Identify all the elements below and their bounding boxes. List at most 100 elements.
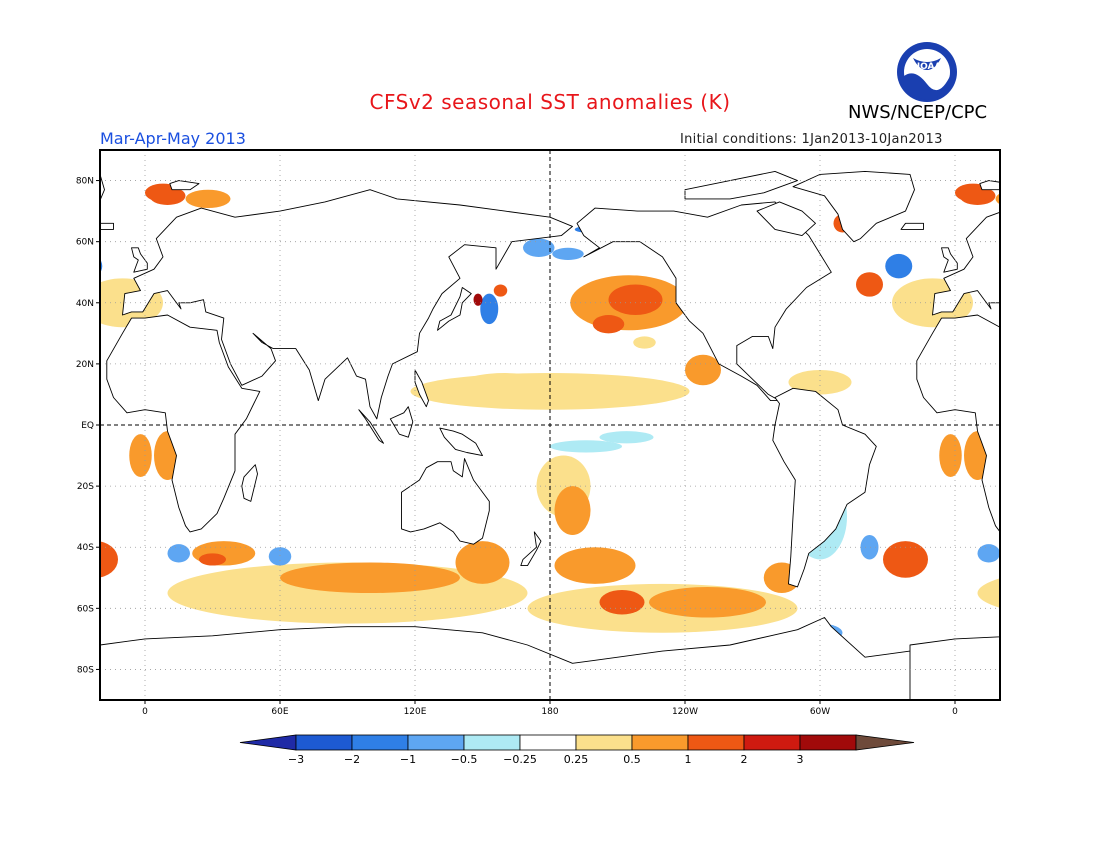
colorbar-label: −1	[400, 753, 416, 766]
colorbar-arrow-low	[239, 734, 297, 751]
landmass-outline	[909, 636, 1000, 700]
colorbar-swatch	[575, 734, 633, 751]
anomaly-region	[154, 431, 181, 480]
landmass-outline	[106, 314, 261, 533]
anomaly-region	[860, 535, 879, 560]
chart-title: CFSv2 seasonal SST anomalies (K)	[369, 90, 731, 114]
landmass-outline	[0, 202, 21, 401]
landmass-outline	[131, 247, 148, 273]
anomaly-region	[554, 486, 591, 535]
landmass-outline	[0, 388, 66, 587]
anomaly-region	[536, 455, 591, 517]
landmass-outline	[100, 173, 105, 202]
longitude-tick-label: 0	[952, 707, 958, 717]
anomaly-region	[268, 547, 292, 566]
longitude-tick-label: 60W	[810, 707, 830, 717]
longitude-tick-label: 120E	[404, 707, 427, 717]
anomaly-region	[145, 183, 181, 202]
longitude-tick-label: 180	[541, 707, 558, 717]
anomaly-region	[410, 373, 690, 410]
anomaly-region	[100, 541, 118, 578]
anomaly-region	[833, 214, 852, 233]
organization-label: NWS/NCEP/CPC	[848, 102, 988, 123]
latitude-tick-label: 60S	[77, 604, 94, 614]
latitude-tick-label: 20S	[77, 482, 94, 492]
latitude-tick-label: 40S	[77, 543, 94, 553]
anomaly-region	[959, 186, 996, 205]
anomaly-region	[473, 293, 483, 306]
landmass-outline	[979, 180, 1000, 191]
anomaly-region	[167, 544, 190, 563]
anomaly-region	[480, 293, 499, 325]
anomaly-region	[599, 431, 654, 444]
anomaly-region	[185, 189, 231, 209]
latitude-tick-label: 20N	[76, 360, 94, 370]
landmass-outline	[439, 427, 483, 457]
colorbar-swatch	[799, 734, 857, 751]
latitude-tick-label: EQ	[81, 421, 94, 431]
landmass-outline	[414, 369, 429, 408]
colorbar-label: 3	[797, 753, 804, 766]
colorbar-swatch	[463, 734, 521, 751]
anomaly-region	[939, 434, 962, 477]
colorbar-swatch	[519, 734, 577, 751]
anomaly-region	[554, 547, 636, 584]
anomaly-region	[464, 373, 546, 392]
anomaly-region	[455, 541, 510, 584]
colorbar-swatch	[295, 734, 353, 751]
anomaly-region	[763, 562, 800, 594]
map-content	[0, 150, 1068, 700]
anomaly-region	[892, 278, 973, 328]
logo-text: NOAA	[913, 62, 942, 72]
colorbar-swatch	[631, 734, 689, 751]
landmass-outline	[772, 387, 877, 588]
landmass-outline	[576, 201, 832, 402]
colorbar-label: −0.5	[451, 753, 478, 766]
anomaly-region	[100, 278, 163, 328]
landmass-outline	[122, 189, 573, 420]
anomaly-region	[977, 578, 1000, 608]
colorbar-swatch	[687, 734, 745, 751]
landmass-outline	[437, 287, 472, 331]
latitude-tick-label: 60N	[76, 238, 94, 248]
landmass-outline	[100, 617, 1000, 700]
landmass-outline	[0, 202, 6, 236]
anomaly-region	[280, 562, 460, 594]
colorbar-label: −3	[288, 753, 304, 766]
anomaly-region	[199, 553, 226, 566]
anomaly-region	[955, 183, 991, 202]
colorbar-swatch	[407, 734, 465, 751]
landmass-outline	[792, 170, 915, 243]
anomaly-region	[885, 253, 913, 279]
anomaly-region	[964, 431, 991, 480]
landmass-outline	[1052, 465, 1068, 502]
anomaly-region	[100, 259, 103, 273]
landmass-outline	[358, 409, 384, 444]
landmass-outline	[916, 314, 1000, 533]
anomaly-region	[527, 583, 798, 633]
longitude-tick-label: 0	[142, 707, 148, 717]
anomaly-region	[995, 193, 1000, 205]
colorbar-label: −2	[344, 753, 360, 766]
anomaly-region	[550, 440, 622, 453]
anomaly-region	[608, 284, 663, 315]
anomaly-region	[192, 541, 256, 566]
colorbar-label: 2	[741, 753, 748, 766]
anomaly-region	[856, 272, 883, 297]
landmass-outline	[684, 170, 798, 200]
anomaly-region	[493, 284, 508, 297]
anomaly-region	[788, 370, 852, 395]
anomaly-region	[685, 354, 721, 386]
colorbar-arrow-high	[855, 734, 915, 751]
landmass-outline	[520, 531, 542, 567]
landmass-outline	[100, 222, 114, 230]
anomaly-region	[649, 586, 766, 618]
anomaly-region	[599, 590, 645, 615]
anomaly-region	[1009, 553, 1036, 565]
colorbar-label: 0.5	[623, 753, 641, 766]
anomaly-region	[574, 226, 598, 233]
landmass-outline	[900, 222, 924, 230]
latitude-tick-label: 80S	[77, 665, 94, 675]
anomaly-region	[570, 275, 688, 331]
